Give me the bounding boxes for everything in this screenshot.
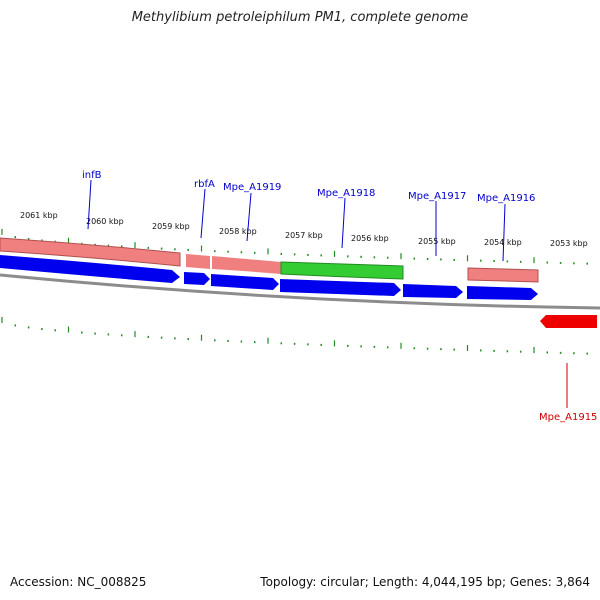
reverse-gene-mpe-a1918[interactable]	[280, 279, 401, 296]
tick-label: 2058 kbp	[219, 227, 257, 236]
topology-value: circular	[320, 575, 365, 589]
accession-prefix: Accession:	[10, 575, 74, 589]
gene-label-rbfa[interactable]: rbfA	[194, 179, 215, 190]
gene-label-mpe-a1919[interactable]: Mpe_A1919	[223, 182, 281, 193]
reverse-gene-mpe-a1919[interactable]	[211, 274, 279, 290]
gene-label-mpe-a1918[interactable]: Mpe_A1918	[317, 188, 375, 199]
reverse-gene-rbfa[interactable]	[184, 272, 210, 285]
length-label: Length:	[372, 575, 419, 589]
tick-label: 2056 kbp	[351, 234, 389, 243]
tick-label: 2055 kbp	[418, 237, 456, 246]
forward-gene-rbfa[interactable]	[186, 254, 210, 269]
topology-label: Topology:	[260, 575, 317, 589]
accession-info: Accession: NC_008825	[10, 575, 146, 589]
lower-tick-row	[1, 316, 588, 355]
accession-value: NC_008825	[77, 575, 147, 589]
reverse-gene-mpe-a1917[interactable]	[403, 284, 463, 298]
tick-label: 2060 kbp	[86, 217, 124, 226]
tick-label: 2053 kbp	[550, 239, 588, 248]
tick-label: 2061 kbp	[20, 211, 58, 220]
gene-label-mpe-a1917[interactable]: Mpe_A1917	[408, 191, 466, 202]
reverse-gene-mpe-a1916[interactable]	[467, 286, 538, 300]
gene-label-mpe-a1916[interactable]: Mpe_A1916	[477, 193, 535, 204]
length-value: 4,044,195 bp	[421, 575, 502, 589]
tick-label: 2054 kbp	[484, 238, 522, 247]
tick-label: 2057 kbp	[285, 231, 323, 240]
tick-label: 2059 kbp	[152, 222, 190, 231]
label-leaders	[87, 179, 568, 408]
genome-backbone	[0, 273, 600, 310]
genes-value: 3,864	[555, 575, 590, 589]
red-gene-mpe-a1915[interactable]	[540, 315, 597, 328]
genes-label: Genes:	[509, 575, 552, 589]
forward-gene-mpe-a1919[interactable]	[212, 256, 281, 274]
genome-stats: Topology: circular; Length: 4,044,195 bp…	[260, 575, 590, 589]
forward-gene-mpe-a1918[interactable]	[280, 261, 404, 280]
reverse-gene-infb[interactable]	[0, 255, 180, 283]
forward-gene-mpe-a1916[interactable]	[467, 267, 539, 283]
gene-label-infb[interactable]: infB	[82, 170, 102, 181]
forward-gene-infb[interactable]	[0, 237, 181, 267]
gene-label-mpe-a1915[interactable]: Mpe_A1915	[539, 412, 597, 423]
map-title: Methylibium petroleiphilum PM1, complete…	[131, 10, 469, 25]
